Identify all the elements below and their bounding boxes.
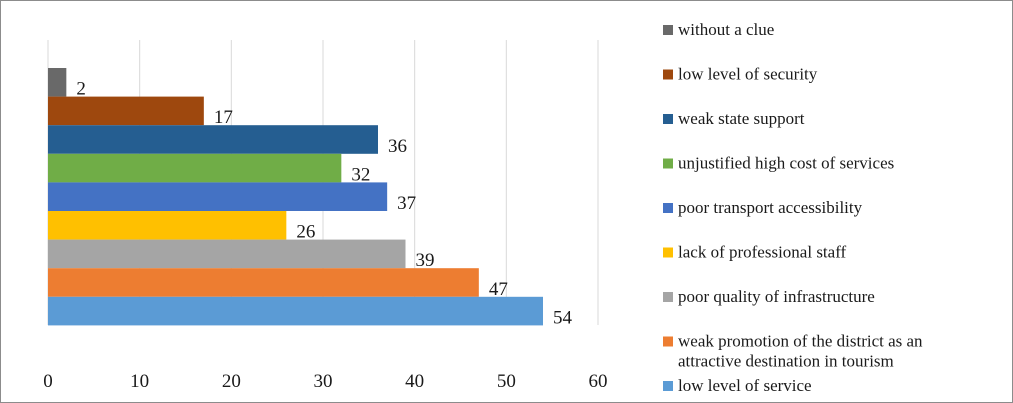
legend-label-3: unjustified high cost of services xyxy=(678,154,894,173)
x-tick-label-6: 60 xyxy=(589,371,608,392)
bar-5 xyxy=(48,211,287,240)
bar-0 xyxy=(48,68,67,97)
data-label-6: 39 xyxy=(416,250,435,271)
bars xyxy=(48,68,543,326)
data-label-0: 2 xyxy=(76,79,86,100)
bar-2 xyxy=(48,125,378,154)
bar-3 xyxy=(48,153,342,183)
x-tick-label-0: 0 xyxy=(43,371,53,392)
bar-4 xyxy=(48,182,388,211)
data-label-4: 37 xyxy=(397,193,416,214)
legend-label-2: weak state support xyxy=(678,109,805,128)
x-axis-ticks: 0 10 20 30 40 50 60 xyxy=(43,371,607,392)
x-tick-label-2: 20 xyxy=(222,371,241,392)
data-label-3: 32 xyxy=(351,164,370,185)
legend-label-8: low level of service xyxy=(678,376,812,395)
legend-swatch-5 xyxy=(663,247,673,258)
legend-label-1: low level of security xyxy=(678,65,818,84)
legend-label-7: weak promotion of the district as an attr… xyxy=(678,332,923,371)
legend-label-6: poor quality of infrastructure xyxy=(678,287,875,306)
data-label-1: 17 xyxy=(214,107,233,128)
x-tick-label-3: 30 xyxy=(314,371,333,392)
bar-7 xyxy=(48,268,479,297)
legend-swatch-4 xyxy=(663,203,673,213)
x-tick-label-5: 50 xyxy=(497,371,516,392)
legend-label-5: lack of professional staff xyxy=(678,243,847,262)
x-tick-label-1: 10 xyxy=(130,371,149,392)
bar-1 xyxy=(48,96,204,126)
data-label-2: 36 xyxy=(388,136,407,157)
legend-swatch-8 xyxy=(663,381,673,391)
legend-swatch-3 xyxy=(663,158,673,169)
legend-swatch-7 xyxy=(663,336,673,347)
legend-swatch-6 xyxy=(663,292,673,302)
x-tick-label-4: 40 xyxy=(405,371,424,392)
data-label-5: 26 xyxy=(296,222,315,243)
legend-swatch-2 xyxy=(663,114,673,124)
bar-8 xyxy=(48,296,543,326)
legend-label-4: poor transport accessibility xyxy=(678,198,863,217)
legend-label-0: without a clue xyxy=(678,20,774,39)
legend-swatch-0 xyxy=(663,25,673,35)
legend: without a clue low level of security weak … xyxy=(663,20,923,395)
data-label-8: 54 xyxy=(553,307,573,328)
legend-swatch-1 xyxy=(663,69,673,80)
bar-6 xyxy=(48,239,406,269)
data-label-7: 47 xyxy=(489,279,508,300)
data-labels: 2 17 36 32 37 26 39 47 54 xyxy=(76,79,572,329)
